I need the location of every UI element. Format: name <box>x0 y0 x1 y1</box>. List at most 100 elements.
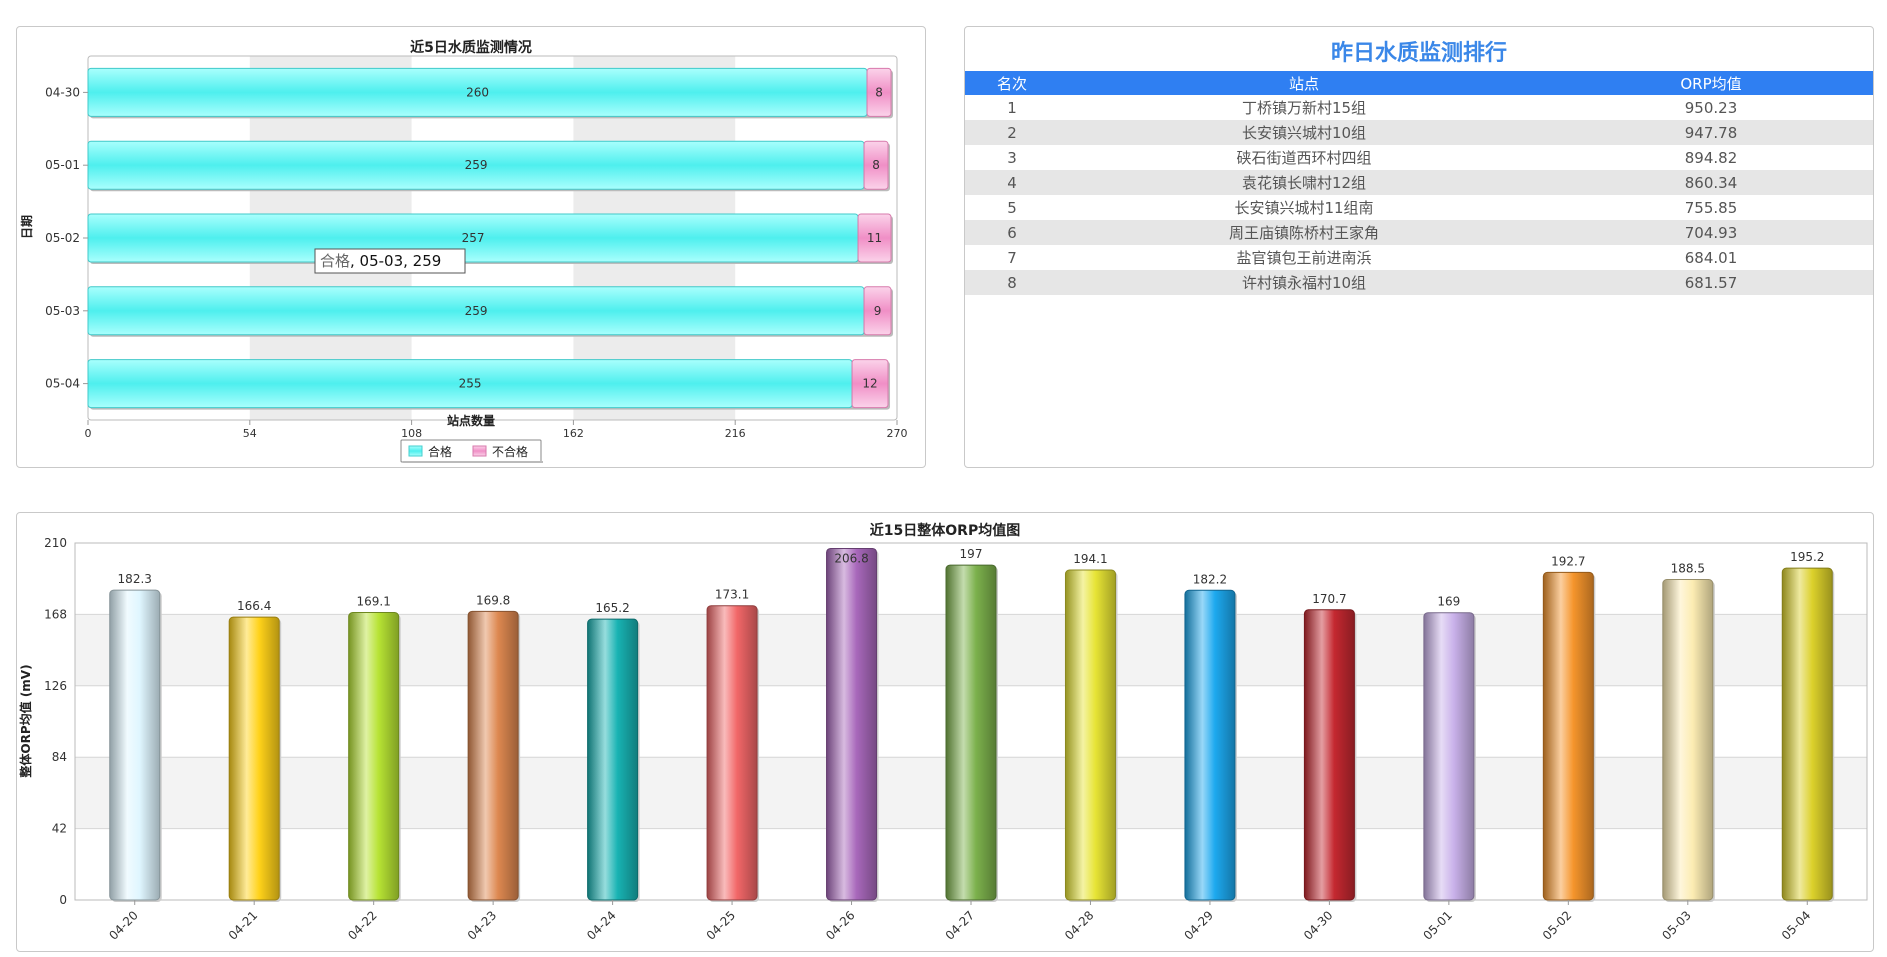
tooltip-value: , 05-03, 259 <box>350 252 441 270</box>
orp-chart-panel: 近15日整体ORP均值图 182.3 166.4 169.1 169.8 165.2 17… <box>16 512 1874 952</box>
bar-fail[interactable] <box>851 359 889 409</box>
header-site: 站点 <box>1059 71 1549 95</box>
orp-bar[interactable] <box>109 589 161 901</box>
legend-fail-label: 不合格 <box>492 444 528 459</box>
cell-site: 周王庙镇陈桥村王家角 <box>1059 220 1549 245</box>
legend-pass-swatch <box>408 445 423 457</box>
orp-bar[interactable] <box>587 618 639 901</box>
bar-fail-label: 12 <box>862 377 877 391</box>
orp-bar[interactable] <box>1781 567 1833 901</box>
bar-fail-label: 9 <box>874 304 882 318</box>
bottom-y-axis-label: 整体ORP均值 (mV) <box>18 664 33 778</box>
y-tick-label: 0 <box>59 893 67 907</box>
bar-value-label: 182.3 <box>118 572 152 586</box>
y-tick-label: 04-30 <box>45 85 80 99</box>
x-tick-label: 270 <box>887 427 908 440</box>
x-tick-label: 04-26 <box>823 908 858 943</box>
bar-pass-label: 260 <box>466 85 489 99</box>
x-tick-label: 04-22 <box>345 908 380 943</box>
bar-value-label: 194.1 <box>1073 552 1107 566</box>
cell-rank: 2 <box>965 120 1059 145</box>
x-tick-label: 04-29 <box>1181 908 1216 943</box>
bar-value-label: 170.7 <box>1312 592 1346 606</box>
bar-value-label: 169 <box>1437 595 1460 609</box>
table-row: 8 许村镇永福村10组 681.57 <box>965 270 1873 295</box>
cell-site: 丁桥镇万新村15组 <box>1241 99 1367 117</box>
header-rank: 名次 <box>965 71 1059 95</box>
orp-bar[interactable] <box>1542 571 1594 901</box>
orp-bar[interactable] <box>467 610 519 901</box>
header-orp: ORP均值 <box>1549 71 1873 95</box>
x-tick-label: 54 <box>243 427 257 440</box>
x-tick-label: 0 <box>85 427 92 440</box>
top-legend: 合格 不合格 <box>400 439 543 463</box>
cell-orp: 860.34 <box>1549 170 1873 195</box>
x-tick-label: 04-25 <box>704 908 739 943</box>
cell-orp: 950.23 <box>1684 98 1738 117</box>
legend-fail-swatch <box>472 445 487 457</box>
chart-tooltip: 合格, 05-03, 259 <box>314 248 466 274</box>
bar-value-label: 206.8 <box>834 551 868 565</box>
bar-value-label: 197 <box>960 547 983 561</box>
bar-pass-label: 255 <box>459 377 482 391</box>
orp-bar[interactable] <box>1662 579 1714 901</box>
x-tick-label: 04-30 <box>1301 908 1336 943</box>
quality-chart-panel: 近5日水质监测情况 260 8 259 8 257 11 259 9 255 12 0 54 108 1… <box>16 26 926 468</box>
x-tick-label: 05-04 <box>1779 908 1814 943</box>
x-tick-label: 04-20 <box>106 908 141 943</box>
bar-value-label: 188.5 <box>1671 562 1705 576</box>
orp-bar[interactable] <box>348 612 400 901</box>
cell-site: 长安镇兴城村11组南 <box>1234 199 1374 217</box>
bar-value-label: 169.1 <box>356 595 390 609</box>
table-row: 2 长安镇兴城村10组 947.78 <box>965 120 1873 145</box>
top-chart-title: 近5日水质监测情况 <box>410 39 532 56</box>
cell-orp: 704.93 <box>1549 220 1873 245</box>
bar-pass-label: 259 <box>465 304 488 318</box>
y-tick-label: 05-02 <box>45 231 80 245</box>
bar-value-label: 195.2 <box>1790 550 1824 564</box>
y-tick-label: 84 <box>52 750 67 764</box>
orp-bar[interactable] <box>945 564 997 901</box>
orp-bar[interactable] <box>1184 589 1236 901</box>
orp-bar[interactable] <box>1303 609 1355 901</box>
ranking-header-row: 名次 站点 ORP均值 <box>965 71 1873 95</box>
x-tick-label: 04-21 <box>226 908 261 943</box>
ranking-table: 名次 站点 ORP均值 1 丁桥镇万新村15组 950.23 2 长安镇兴城村10组 9… <box>965 71 1873 295</box>
tooltip-series: 合格 <box>320 252 350 270</box>
x-tick-label: 05-02 <box>1540 908 1575 943</box>
orp-bar[interactable] <box>706 605 758 901</box>
y-tick-label: 05-01 <box>45 158 80 172</box>
table-row: 5 长安镇兴城村11组南 755.85 <box>965 195 1873 220</box>
orp-bar[interactable] <box>826 547 878 901</box>
cell-rank: 7 <box>1007 248 1017 267</box>
cell-site: 许村镇永福村10组 <box>1059 270 1549 295</box>
bar-value-label: 182.2 <box>1193 572 1227 586</box>
cell-orp: 894.82 <box>1684 148 1738 167</box>
x-tick-label: 162 <box>563 427 584 440</box>
bar-fail-label: 8 <box>872 158 880 172</box>
table-row: 4 袁花镇长啸村12组 860.34 <box>965 170 1873 195</box>
orp-bar[interactable] <box>228 616 280 901</box>
cell-orp: 684.01 <box>1684 248 1738 267</box>
bar-value-label: 166.4 <box>237 599 271 613</box>
x-tick-label: 216 <box>725 427 746 440</box>
bar-fail[interactable] <box>866 67 892 117</box>
bar-value-label: 173.1 <box>715 588 749 602</box>
cell-rank: 8 <box>965 270 1059 295</box>
ranking-title: 昨日水质监测排行 <box>1330 41 1507 66</box>
bar-fail[interactable] <box>857 213 892 263</box>
table-row: 7 盐官镇包王前进南浜 684.01 <box>965 245 1873 270</box>
x-tick-label: 108 <box>401 427 422 440</box>
orp-bar-chart: 近15日整体ORP均值图 182.3 166.4 169.1 169.8 165.2 17… <box>18 522 1868 943</box>
y-tick-label: 126 <box>44 679 67 693</box>
orp-bar[interactable] <box>1064 569 1116 901</box>
legend-pass-label: 合格 <box>428 444 452 459</box>
cell-rank: 6 <box>965 220 1059 245</box>
bar-fail[interactable] <box>863 286 892 336</box>
cell-rank: 5 <box>1007 198 1017 217</box>
bar-fail[interactable] <box>863 140 889 190</box>
cell-orp: 947.78 <box>1549 120 1873 145</box>
orp-bar[interactable] <box>1423 612 1475 901</box>
y-tick-label: 168 <box>44 607 67 621</box>
